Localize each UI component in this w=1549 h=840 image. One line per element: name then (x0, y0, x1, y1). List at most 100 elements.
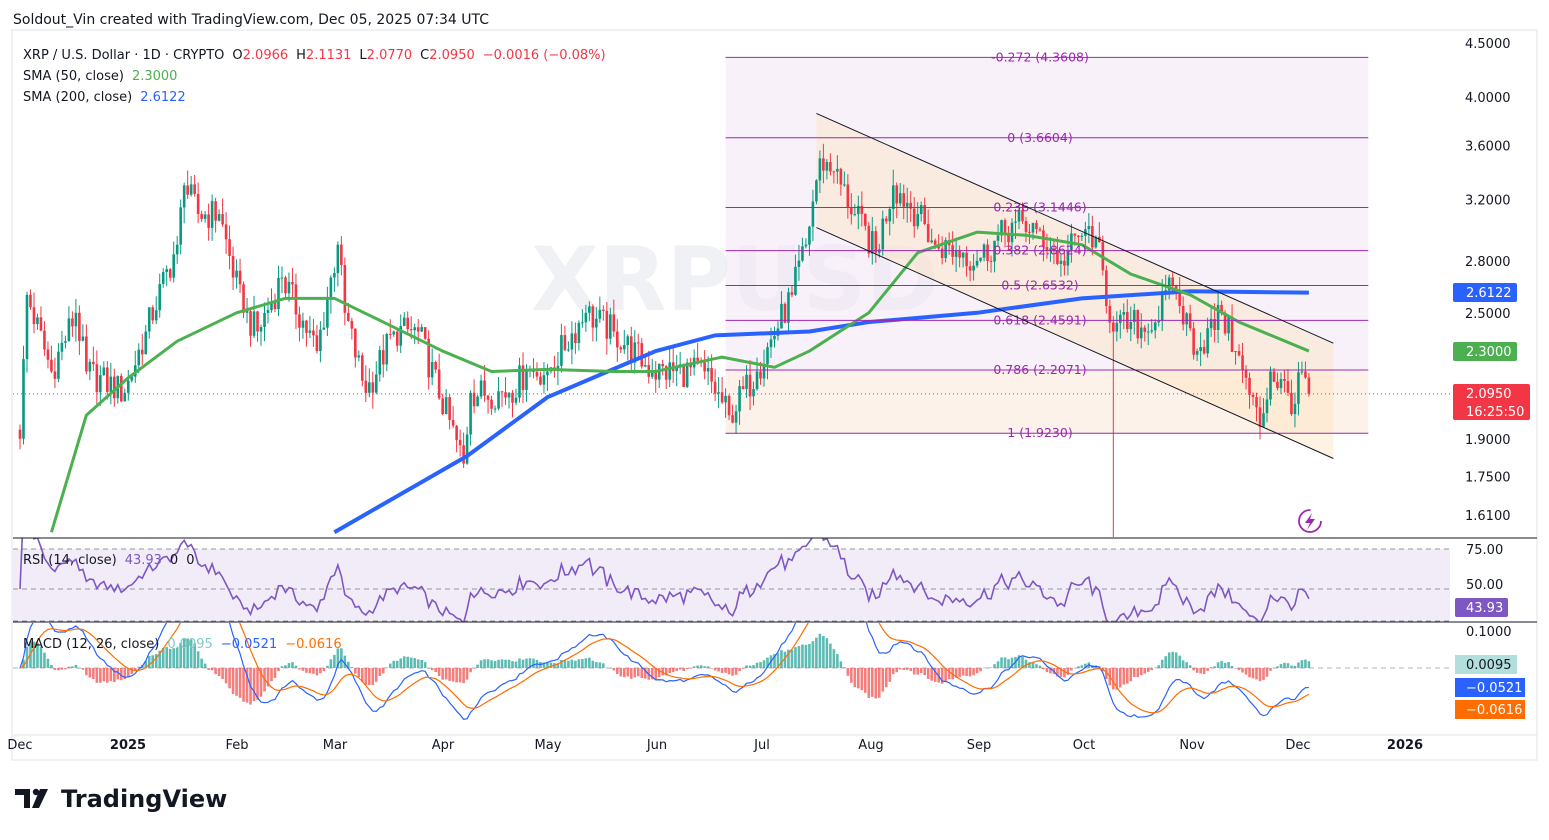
macd-hist-bar (1077, 666, 1080, 668)
candle-body (584, 312, 588, 323)
macd-hist-bar (1031, 662, 1035, 668)
candle (381, 334, 385, 378)
candle-body (780, 303, 783, 329)
macd-hist-bar (43, 652, 46, 668)
candle (622, 329, 626, 354)
sma200-label: SMA (200, close) (23, 90, 132, 105)
candle (1150, 318, 1154, 334)
candle (923, 197, 926, 226)
candle (811, 189, 815, 241)
candle-body (444, 397, 448, 415)
candle-body (591, 306, 595, 328)
candle (905, 187, 909, 223)
candle (961, 251, 965, 268)
candle (588, 301, 591, 322)
price-pane[interactable]: -0.272 (4.3608) 0 (3.6604) 0.236 (3.1446) 0… (13, 49, 1450, 613)
candle-body (140, 349, 144, 355)
macd-axis[interactable]: 0.1000 0.0095 −0.0521 −0.0616 (1455, 625, 1525, 719)
candle-body (242, 284, 245, 313)
candle-body (455, 425, 458, 440)
candle (301, 312, 305, 339)
candle-body (270, 301, 273, 311)
candle (1087, 213, 1091, 244)
macd-hist-bar (126, 668, 130, 677)
candle-body (483, 380, 486, 396)
candle (511, 390, 514, 418)
macd-hist-bar (221, 668, 224, 680)
macd-hist-bar (287, 663, 291, 668)
macd-hist-bar (1080, 665, 1084, 668)
macd-line-value: −0.0521 (221, 637, 277, 652)
candle-body (1230, 316, 1234, 352)
macd-hist-bar (867, 668, 871, 698)
tradingview-logo[interactable]: TradingView (15, 785, 227, 813)
candle-body (710, 368, 713, 382)
candle-body (1195, 351, 1199, 355)
candle (1269, 366, 1272, 406)
candle (574, 322, 577, 354)
macd-pane[interactable] (13, 552, 1450, 720)
candle-body (413, 327, 417, 331)
candle (581, 309, 584, 328)
macd-hist-bar (133, 668, 137, 671)
candle (633, 330, 637, 374)
candle-body (462, 445, 465, 464)
macd-hist-bar (85, 668, 88, 676)
macd-hist-bar (161, 647, 165, 668)
macd-signal-tag: −0.0616 (1466, 703, 1522, 718)
candle-body (144, 331, 148, 355)
time-axis[interactable]: Dec 2025 Feb Mar Apr May Jun Jul Aug Sep Oct Nov Dec… (7, 738, 1423, 753)
candle (32, 292, 36, 334)
candle (654, 361, 658, 393)
candle-body (430, 362, 434, 378)
macd-hist-bar (507, 659, 511, 668)
candle-body (388, 333, 392, 335)
candle (1241, 342, 1244, 383)
candle-body (1094, 236, 1098, 248)
time-tick: Aug (858, 738, 883, 753)
candle-body (794, 266, 797, 295)
candle-body (636, 342, 640, 344)
candle (1262, 398, 1265, 428)
candle-body (333, 273, 336, 278)
candle (678, 351, 682, 375)
rsi-pane[interactable] (13, 509, 1450, 626)
rsi-axis[interactable]: 75.00 50.00 43.93 (1455, 543, 1508, 617)
candle (64, 335, 67, 349)
candle-body (912, 208, 916, 227)
svg-text:MACD (12, 26, close)0.0095−0.0: MACD (12, 26, close) 0.0095 −0.0521 −0.0616 (23, 637, 342, 652)
candle-body (581, 322, 584, 324)
candle (738, 379, 741, 425)
candle-body (1010, 222, 1014, 243)
candle (88, 358, 92, 380)
candle-body (755, 371, 759, 390)
last-price-tag: 2.0950 (1466, 387, 1512, 402)
candle (458, 429, 462, 457)
macd-line-tag: −0.0521 (1466, 681, 1522, 696)
candle (1297, 361, 1300, 416)
candle-body (902, 193, 906, 207)
lightning-icon[interactable] (1298, 509, 1322, 533)
candle (109, 362, 113, 405)
macd-hist-bar (1129, 668, 1133, 682)
candle (689, 357, 692, 377)
candle-body (1202, 347, 1206, 354)
candle (1049, 237, 1052, 262)
macd-hist-bar (1021, 656, 1024, 668)
macd-hist-bar (182, 637, 186, 668)
candle-body (1021, 209, 1024, 222)
candle-body (434, 362, 437, 370)
candle (106, 361, 109, 400)
macd-hist-bar (113, 668, 116, 683)
macd-hist-bar (1164, 656, 1168, 668)
candle (895, 182, 899, 219)
macd-hist-bar (1056, 668, 1059, 677)
macd-hist-bar (130, 668, 134, 674)
candle (626, 334, 630, 361)
macd-hist-bar (1073, 667, 1077, 669)
macd-hist-bar (1251, 668, 1255, 679)
macd-hist-bar (570, 659, 574, 668)
candle-body (465, 434, 469, 464)
price-axis[interactable]: 4.5000 4.0000 3.6000 3.2000 2.8000 2.5000 1.90… (1465, 37, 1511, 524)
